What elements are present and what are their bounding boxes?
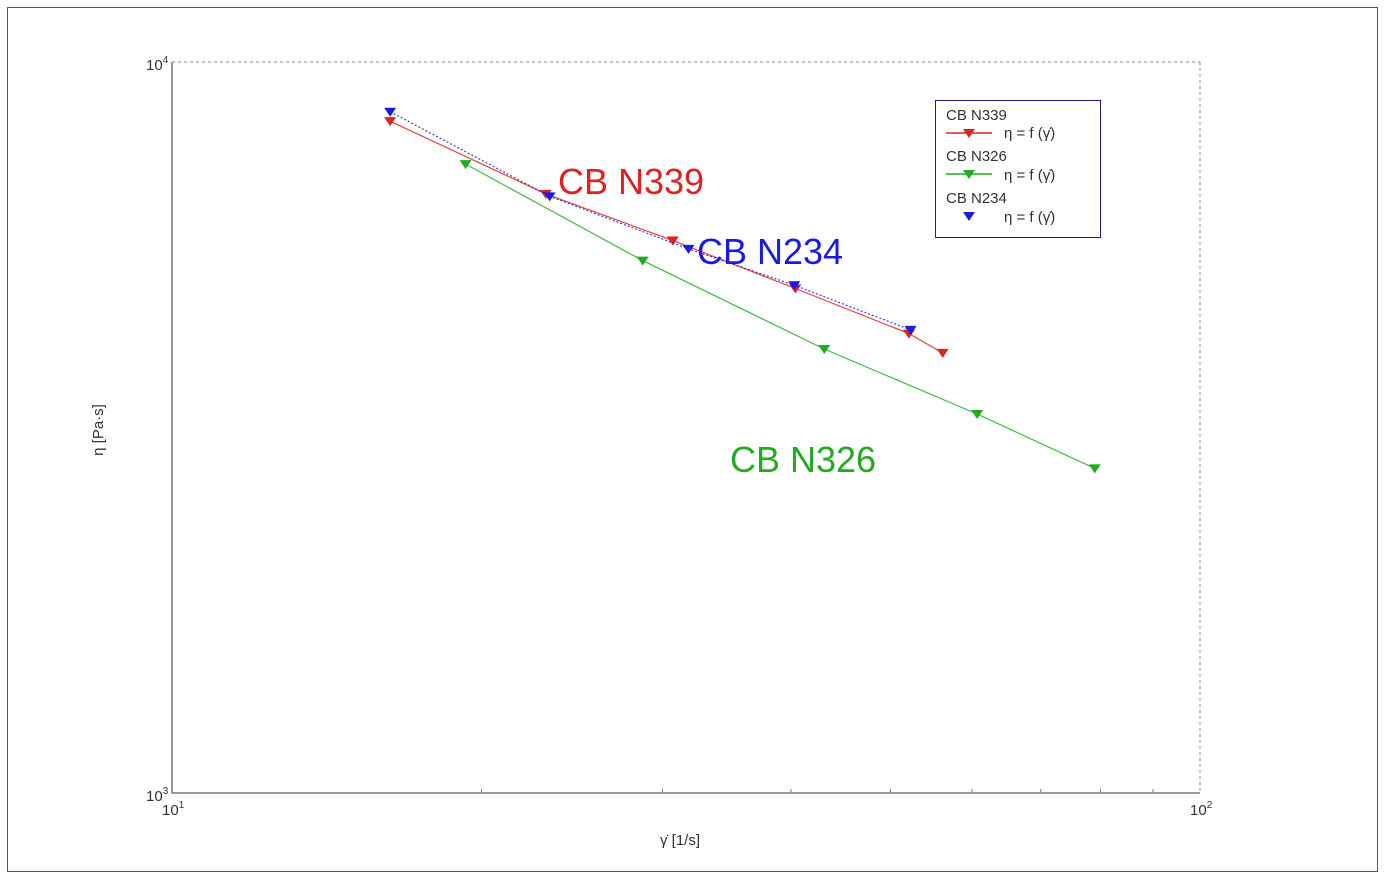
series-annotation: CB N234: [697, 231, 843, 272]
y-axis-label: η [Pa·s]: [90, 404, 107, 456]
data-point: [543, 192, 556, 202]
y-tick-label: 103: [146, 786, 169, 805]
data-point: [788, 281, 801, 291]
legend-series-name-n234: CB N234: [946, 190, 1007, 207]
legend-desc-n234: η = f (γ̇): [1004, 209, 1056, 226]
legend-marker-n326: [946, 170, 992, 179]
data-point: [904, 325, 917, 335]
x-axis-label: γ̇ [1/s]: [660, 832, 700, 849]
legend-series-name-n326: CB N326: [946, 148, 1007, 165]
data-point: [459, 160, 472, 170]
data-point: [1088, 464, 1101, 474]
data-point: [384, 117, 397, 127]
data-point: [666, 236, 679, 246]
legend-series-name-n339: CB N339: [946, 107, 1007, 124]
x-tick-label: 102: [1190, 800, 1213, 819]
y-tick-label: 104: [146, 55, 169, 74]
series-layer: [384, 107, 1101, 474]
data-point: [971, 409, 984, 419]
legend-desc-n326: η = f (γ̇): [1004, 167, 1056, 184]
data-point: [682, 244, 695, 254]
data-point: [384, 107, 397, 117]
legend-marker-n234: [963, 212, 975, 221]
series-annotation: CB N339: [558, 161, 704, 202]
data-point: [636, 256, 649, 266]
series-annotation: CB N326: [730, 439, 876, 480]
chart-frame: [7, 7, 1378, 872]
axes: [171, 61, 1201, 794]
legend: CB N339 η = f (γ̇) CB N326 η = f (γ̇) CB…: [935, 100, 1101, 238]
x-tick-label: 101: [162, 800, 185, 819]
data-point: [818, 344, 831, 354]
legend-desc-n339: η = f (γ̇): [1004, 125, 1056, 142]
data-point: [936, 348, 949, 358]
legend-marker-n339: [946, 129, 992, 138]
series-line: [389, 111, 911, 331]
